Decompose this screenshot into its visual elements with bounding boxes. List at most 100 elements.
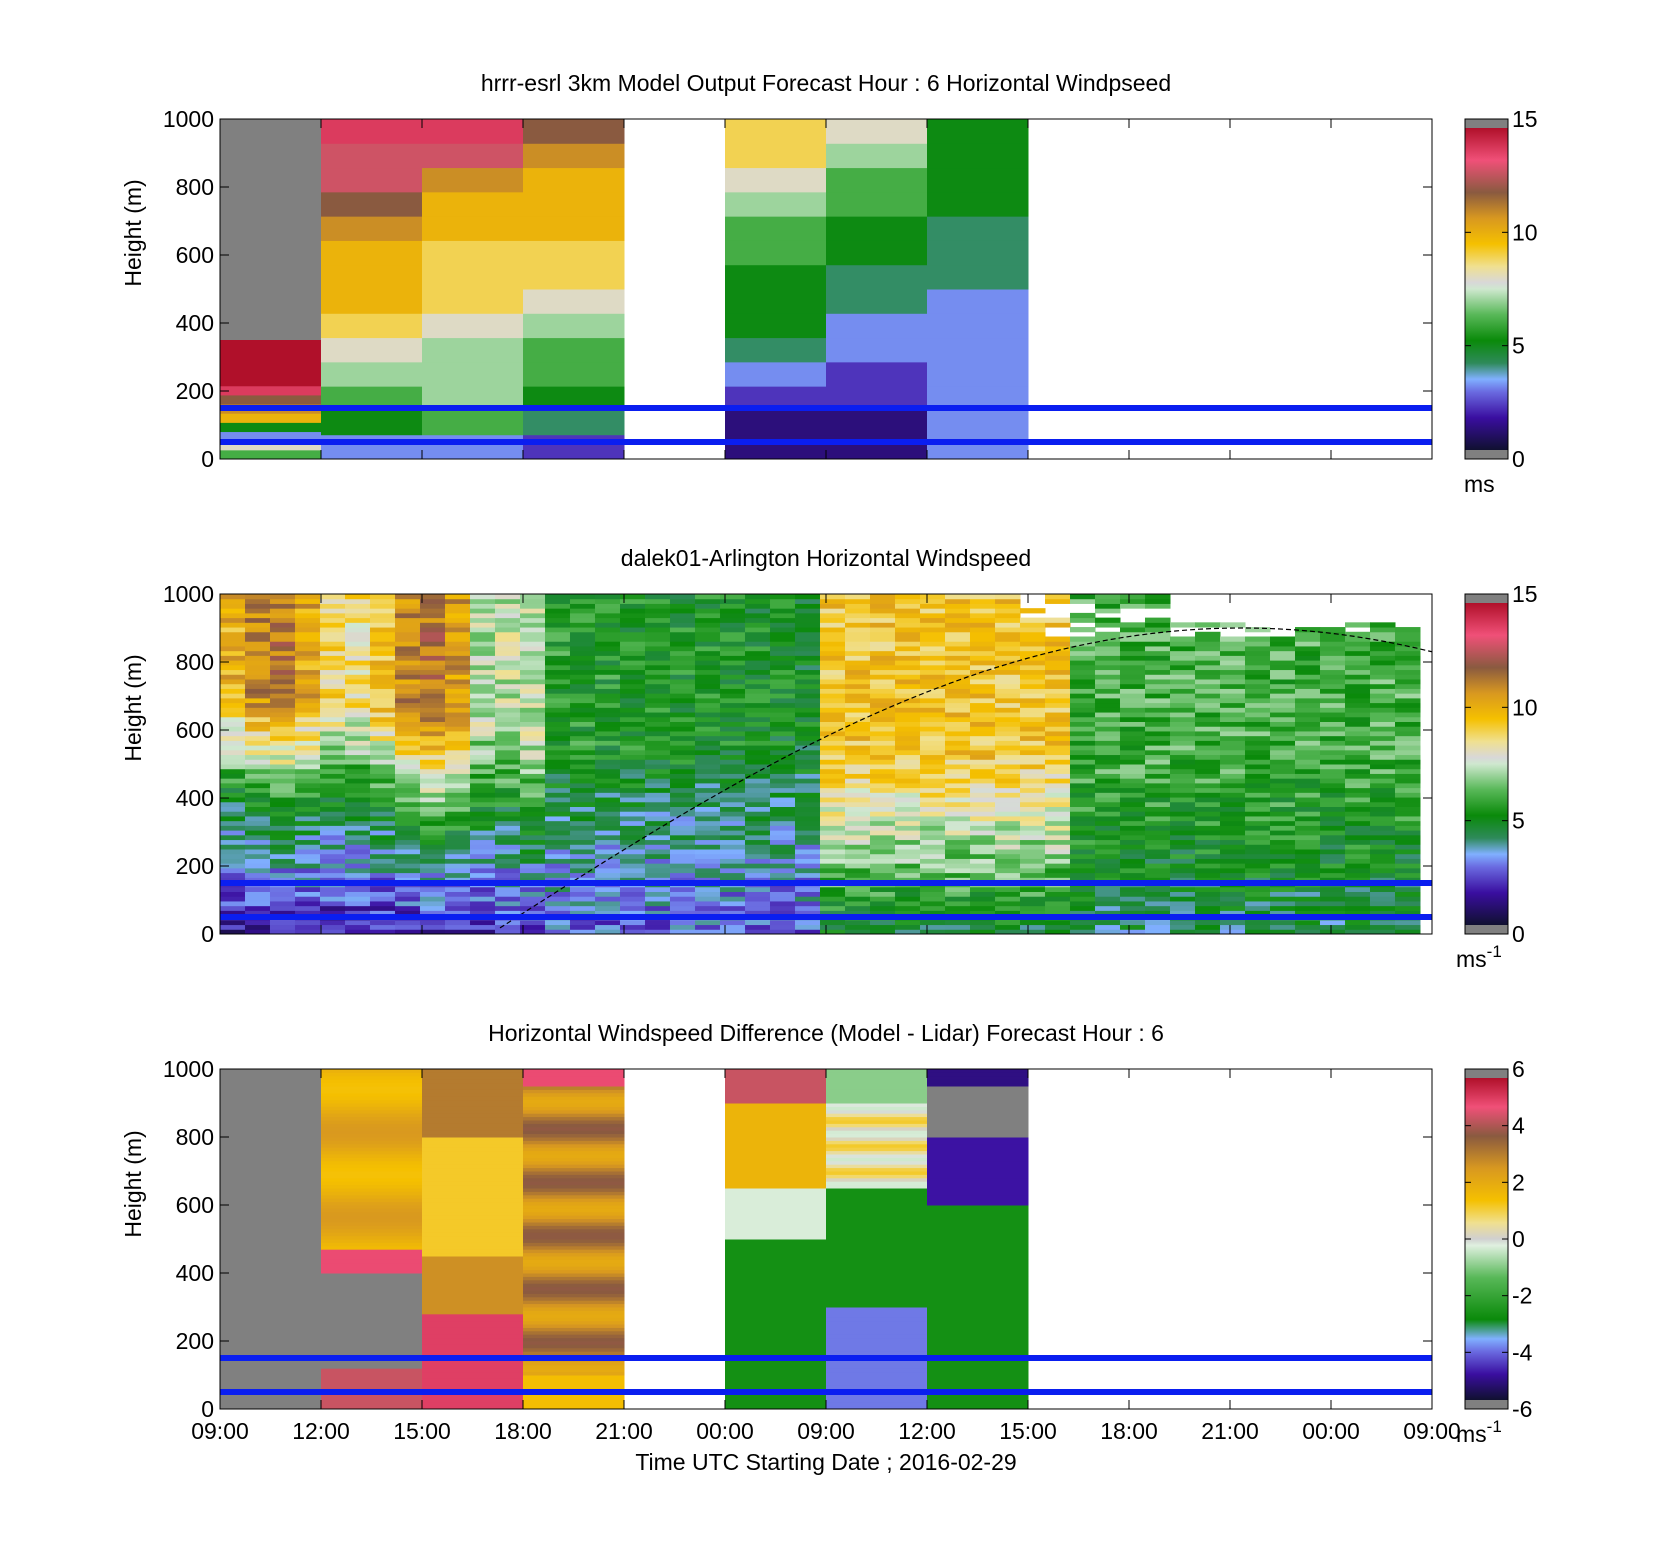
heatmap-cell bbox=[826, 1103, 928, 1107]
heatmap-cell bbox=[1070, 707, 1096, 713]
heatmap-cell bbox=[1095, 853, 1121, 859]
heatmap-cell bbox=[422, 1208, 524, 1213]
heatmap-cell bbox=[1370, 811, 1396, 817]
heatmap-cell bbox=[220, 872, 246, 878]
heatmap-cell bbox=[422, 1126, 524, 1131]
heatmap-cell bbox=[395, 768, 421, 774]
heatmap-cell bbox=[920, 707, 946, 713]
heatmap-cell bbox=[945, 749, 971, 756]
heatmap-cell bbox=[1270, 669, 1296, 675]
heatmap-cell bbox=[1370, 891, 1396, 897]
heatmap-cell bbox=[826, 119, 928, 144]
heatmap-cell bbox=[1320, 801, 1346, 807]
heatmap-cell bbox=[370, 669, 396, 675]
heatmap-cell bbox=[820, 806, 846, 812]
heatmap-cell bbox=[1195, 773, 1221, 779]
heatmap-cell bbox=[545, 825, 571, 831]
heatmap-cell bbox=[220, 1184, 322, 1189]
heatmap-cell bbox=[970, 872, 996, 878]
heatmap-cell bbox=[445, 749, 471, 756]
heatmap-cell bbox=[370, 655, 396, 661]
heatmap-cell bbox=[320, 726, 346, 732]
heatmap-cell bbox=[695, 759, 721, 765]
heatmap-cell bbox=[595, 830, 621, 836]
heatmap-cell bbox=[1270, 782, 1296, 789]
heatmap-cell bbox=[1345, 929, 1371, 934]
heatmap-cell bbox=[927, 119, 1029, 144]
heatmap-cell bbox=[1070, 645, 1096, 652]
heatmap-cell bbox=[795, 849, 821, 855]
heatmap-cell bbox=[1395, 891, 1421, 897]
heatmap-cell bbox=[770, 834, 796, 841]
heatmap-cell bbox=[920, 631, 946, 637]
heatmap-cell bbox=[523, 1256, 625, 1260]
heatmap-cell bbox=[1145, 660, 1171, 666]
heatmap-cell bbox=[820, 674, 846, 680]
heatmap-cell bbox=[695, 683, 721, 689]
heatmap-cell bbox=[523, 119, 625, 144]
heatmap-cell bbox=[770, 768, 796, 774]
heatmap-cell bbox=[826, 1269, 928, 1274]
heatmap-cell bbox=[220, 1147, 322, 1152]
heatmap-cell bbox=[1045, 872, 1071, 878]
heatmap-cell bbox=[720, 660, 746, 666]
heatmap-cell bbox=[620, 726, 646, 732]
heatmap-cell bbox=[1270, 707, 1296, 713]
heatmap-cell bbox=[1170, 905, 1196, 911]
heatmap-cell bbox=[1370, 815, 1396, 822]
heatmap-cell bbox=[1045, 726, 1071, 732]
heatmap-cell bbox=[295, 759, 321, 765]
heatmap-cell bbox=[920, 849, 946, 855]
heatmap-cell bbox=[523, 1154, 625, 1158]
heatmap-cell bbox=[1045, 674, 1071, 680]
heatmap-cell bbox=[870, 749, 896, 756]
heatmap-cell bbox=[970, 683, 996, 689]
heatmap-cell bbox=[520, 858, 546, 864]
heatmap-cell bbox=[895, 655, 921, 661]
heatmap-cell bbox=[1345, 849, 1371, 855]
heatmap-cell bbox=[1345, 735, 1371, 741]
heatmap-cell bbox=[1395, 919, 1421, 926]
heatmap-cell bbox=[927, 1133, 1029, 1138]
heatmap-cell bbox=[520, 645, 546, 652]
heatmap-cell bbox=[927, 1327, 1029, 1332]
heatmap-cell bbox=[1320, 778, 1346, 784]
heatmap-cell bbox=[1245, 754, 1271, 760]
heatmap-cell bbox=[945, 858, 971, 864]
heatmap-cell bbox=[1070, 650, 1096, 656]
heatmap-cell bbox=[422, 1364, 524, 1369]
heatmap-cell bbox=[422, 1334, 524, 1339]
heatmap-cell bbox=[620, 787, 646, 793]
heatmap-cell bbox=[995, 669, 1021, 675]
heatmap-cell bbox=[920, 759, 946, 765]
heatmap-cell bbox=[545, 839, 571, 845]
heatmap-cell bbox=[1295, 853, 1321, 859]
y-tick-label: 200 bbox=[176, 853, 214, 879]
heatmap-cell bbox=[927, 1259, 1029, 1264]
heatmap-cell bbox=[1320, 745, 1346, 751]
heatmap-cell bbox=[470, 844, 496, 850]
heatmap-cell bbox=[395, 811, 421, 817]
heatmap-cell bbox=[395, 924, 421, 930]
heatmap-cell bbox=[745, 811, 771, 817]
heatmap-cell bbox=[670, 693, 696, 699]
heatmap-cell bbox=[595, 820, 621, 826]
heatmap-cell bbox=[470, 905, 496, 911]
heatmap-cell bbox=[725, 1109, 827, 1114]
heatmap-cell bbox=[495, 792, 521, 798]
heatmap-cell bbox=[1270, 929, 1296, 934]
heatmap-cell bbox=[321, 1211, 423, 1216]
heatmap-cell bbox=[720, 735, 746, 741]
heatmap-cell bbox=[1195, 697, 1221, 704]
heatmap-cell bbox=[820, 650, 846, 656]
heatmap-cell bbox=[1270, 664, 1296, 671]
heatmap-cell bbox=[1020, 811, 1046, 817]
heatmap-cell bbox=[245, 858, 271, 864]
heatmap-cell bbox=[321, 1072, 423, 1077]
heatmap-cell bbox=[1095, 631, 1121, 637]
heatmap-cell bbox=[720, 745, 746, 751]
heatmap-cell bbox=[1220, 910, 1246, 916]
heatmap-cell bbox=[620, 641, 646, 647]
heatmap-cell bbox=[870, 891, 896, 897]
heatmap-cell bbox=[927, 1167, 1029, 1172]
